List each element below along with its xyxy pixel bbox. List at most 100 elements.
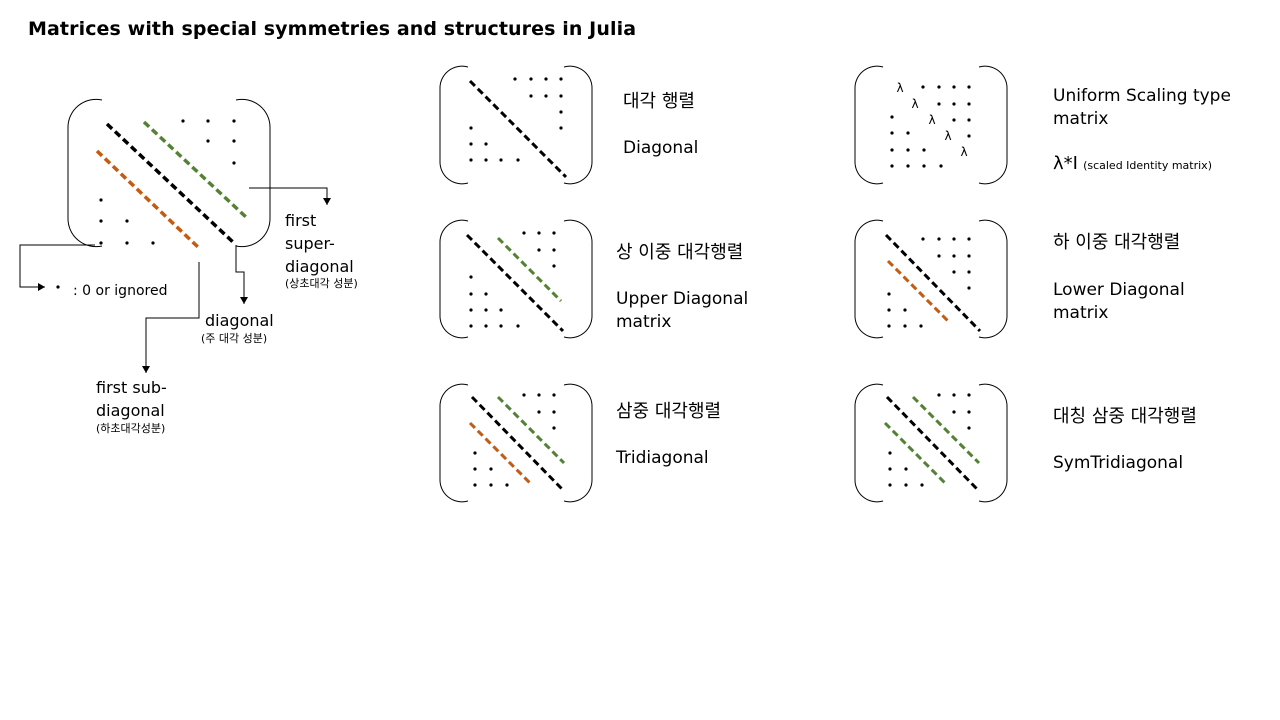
lower-bidiagonal-matrix-upper-dot (967, 237, 971, 241)
uniform-scaling-matrix-upper-dot (967, 85, 971, 89)
uniform-scaling-matrix-lower-dot (906, 131, 910, 135)
diagonal-matrix-upper-dot (544, 94, 548, 98)
upper-bidiagonal-matrix-upper-dot (522, 231, 526, 235)
lower-bidiagonal-matrix-lower-dot (903, 324, 907, 328)
lower-bidiagonal-matrix-lower-dot (887, 308, 891, 312)
uniform-scaling-matrix-lambda-entry: λ (928, 113, 935, 127)
sub-label-korean: (하초대각성분) (96, 422, 166, 435)
legend-upper-dot (232, 119, 236, 123)
sym-tridiagonal-matrix-lower-dot (888, 483, 892, 487)
super-label-arrowhead (323, 198, 331, 205)
upper-bidiagonal-matrix-super-band (496, 236, 563, 303)
diagonal-matrix-upper-dot (559, 94, 563, 98)
super-label-line1: first (285, 211, 317, 230)
tridiagonal-matrix-lower-dot (473, 451, 477, 455)
lower-bidiagonal-matrix-upper-dot (967, 254, 971, 258)
upper-bidiagonal-matrix-lower-dot (499, 308, 503, 312)
uniform-scaling-matrix-lower-dot (922, 164, 926, 168)
sym-tridiagonal-matrix-lower-dot (904, 483, 908, 487)
upper-bidiagonal-matrix-main-band (465, 233, 565, 333)
uniform-scaling-matrix-lower-dot (890, 115, 894, 119)
upper-bidiagonal-matrix-lower-dot (484, 324, 488, 328)
diagonal-matrix-right-bracket (563, 65, 593, 185)
sym-tridiagonal-matrix-sub-band (883, 421, 949, 487)
sub-label-line1: first sub- (96, 378, 167, 397)
sym-tridiagonal-matrix-upper-dot (937, 393, 941, 397)
uniform-title-line1: Uniform Scaling type (1053, 86, 1231, 106)
sym-tridiagonal-matrix-upper-dot (952, 410, 956, 414)
dot-label-arrowhead (38, 283, 45, 291)
uniform-scaling-matrix-upper-dot (952, 102, 956, 106)
upper-bidiagonal-matrix-lower-dot (484, 308, 488, 312)
tridiagonal-matrix-upper-dot (552, 426, 556, 430)
sym-tridiagonal-matrix-upper-dot (952, 393, 956, 397)
tridiagonal-matrix-upper-dot (552, 410, 556, 414)
diagonal-matrix-main-band (468, 79, 568, 179)
super-label-korean: (상초대각 성분) (285, 277, 358, 290)
uniform-scaling-matrix-upper-dot (967, 118, 971, 122)
tridiagonal-matrix-super-band (496, 395, 566, 465)
sym-tridiagonal-matrix-upper-dot (967, 410, 971, 414)
uniform-formula: λ*I (scaled Identity matrix) (1053, 153, 1212, 175)
upper-bidiagonal-matrix-lower-dot (499, 324, 503, 328)
uniform-scaling-matrix-lower-dot (922, 148, 926, 152)
sym-tridiagonal-matrix-left-bracket (854, 383, 884, 503)
tridiagonal-matrix-left-bracket (439, 383, 469, 503)
lower-bidiagonal-matrix-upper-dot (921, 237, 925, 241)
page-title: Matrices with special symmetries and str… (28, 18, 637, 40)
diagonal-matrix-upper-dot (529, 94, 533, 98)
upper-bidiagonal-matrix-lower-dot (469, 308, 473, 312)
diagonal-matrix-upper-dot (513, 77, 517, 81)
diagonal-matrix-left-bracket (439, 65, 469, 185)
sym-tridiagonal-matrix-upper-dot (967, 426, 971, 430)
lower-bidiagonal-matrix-upper-dot (952, 237, 956, 241)
uniform-scaling-matrix-upper-dot (967, 102, 971, 106)
super-label-line3: diagonal (285, 257, 354, 276)
sub-label-line2: diagonal (96, 401, 165, 420)
uniform-scaling-matrix-lower-dot (890, 131, 894, 135)
diagonal-matrix-lower-dot (469, 142, 473, 146)
lower-title-en-line1: Lower Diagonal (1053, 280, 1185, 300)
legend-lower-dot (151, 241, 155, 245)
tridiagonal-title-en: Tridiagonal (616, 448, 709, 468)
lower-title-en-line2: matrix (1053, 303, 1109, 323)
diag-label-korean: (주 대각 성분) (201, 332, 268, 345)
lower-bidiagonal-matrix-main-band (884, 233, 982, 333)
tridiagonal-matrix-right-bracket (563, 383, 593, 503)
diagonal-matrix-lower-dot (516, 158, 520, 162)
sym-tridiagonal-matrix-lower-dot (904, 467, 908, 471)
tridiagonal-matrix-lower-dot (489, 483, 493, 487)
legend-upper-dot (181, 119, 185, 123)
diagonal-matrix-upper-dot (529, 77, 533, 81)
legend-lower-dot (99, 241, 103, 245)
uniform-scaling-matrix-left-bracket (854, 65, 884, 185)
upper-bidiagonal-matrix-lower-dot (469, 324, 473, 328)
lower-title-ko: 하 이중 대각행렬 (1053, 232, 1181, 253)
lower-bidiagonal-matrix-lower-dot (887, 324, 891, 328)
sym-tridiagonal-matrix-main-band (885, 395, 979, 491)
sub-label-arrowhead (142, 366, 150, 373)
sym-tridiagonal-matrix-super-band (911, 395, 981, 465)
diag-label-connector (235, 245, 245, 304)
legend-matrix-right-bracket (235, 98, 271, 248)
lower-bidiagonal-matrix-sub-band (886, 259, 952, 325)
uniform-scaling-matrix-lambda-entry: λ (911, 97, 918, 111)
upper-title-en-line2: matrix (616, 312, 672, 332)
diagonal-title-en: Diagonal (623, 138, 699, 158)
uniform-scaling-matrix-upper-dot (921, 85, 925, 89)
legend-upper-dot (206, 119, 210, 123)
legend-sub-diagonal (95, 149, 201, 250)
uniform-scaling-matrix-lower-dot (890, 148, 894, 152)
legend-dot-sample (56, 285, 60, 289)
tridiagonal-matrix-upper-dot (522, 393, 526, 397)
sub-label-connector (145, 262, 200, 373)
diag-label: diagonal (205, 311, 274, 330)
sym-tridiagonal-matrix-lower-dot (888, 451, 892, 455)
tridiagonal-matrix-lower-dot (505, 483, 509, 487)
diagonal-matrix-upper-dot (559, 126, 563, 130)
tridiagonal-matrix-upper-dot (537, 410, 541, 414)
upper-title-ko: 상 이중 대각행렬 (616, 242, 744, 263)
uniform-title-line2: matrix (1053, 109, 1109, 129)
